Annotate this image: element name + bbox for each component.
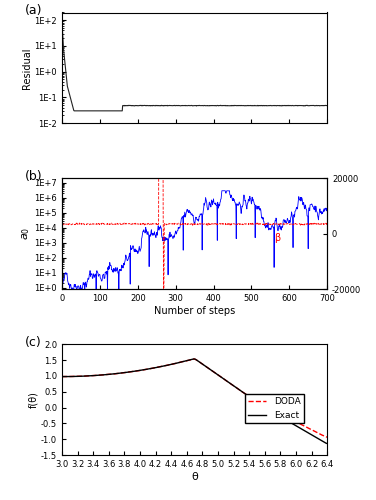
DODA	[73, 374, 78, 380]
Exact	[192, 356, 196, 362]
Exact	[182, 358, 186, 364]
Exact	[268, 408, 273, 414]
Text: (b): (b)	[25, 170, 42, 182]
Exact	[317, 436, 322, 442]
Exact	[73, 374, 78, 380]
DODA	[325, 434, 329, 440]
DODA	[192, 356, 196, 362]
Text: β: β	[274, 232, 280, 242]
DODA	[268, 406, 273, 412]
DODA	[317, 431, 322, 437]
DODA	[60, 374, 64, 380]
DODA	[189, 356, 193, 362]
DODA	[317, 431, 322, 437]
Exact	[325, 440, 329, 446]
Exact	[189, 356, 193, 362]
X-axis label: θ: θ	[191, 472, 198, 482]
Line: DODA: DODA	[62, 359, 327, 437]
Exact	[60, 374, 64, 380]
X-axis label: Number of steps: Number of steps	[154, 306, 235, 316]
Y-axis label: f(θ): f(θ)	[28, 392, 38, 408]
Y-axis label: Residual: Residual	[22, 47, 32, 88]
Legend: DODA, Exact: DODA, Exact	[245, 394, 304, 424]
Text: (c): (c)	[25, 336, 42, 348]
Line: Exact: Exact	[62, 359, 327, 444]
Exact	[317, 436, 322, 442]
DODA	[182, 358, 186, 364]
Text: (a): (a)	[25, 4, 42, 16]
Y-axis label: $a_0$: $a_0$	[20, 227, 32, 240]
